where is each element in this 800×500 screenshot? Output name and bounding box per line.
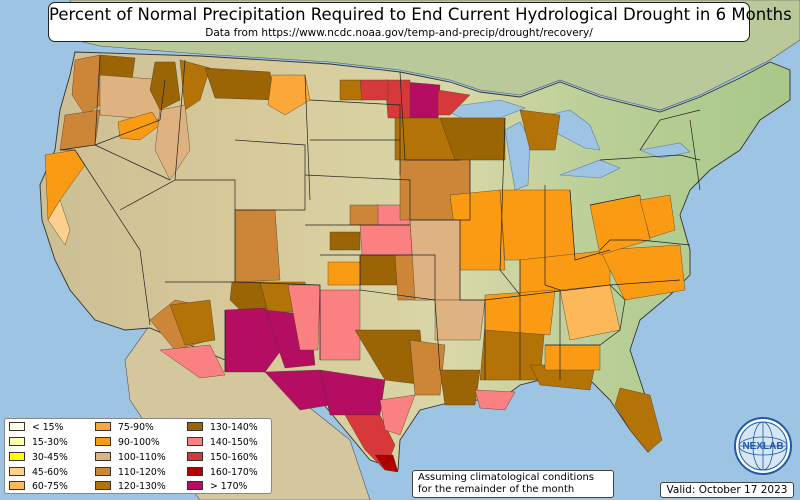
logo-text: NEXLAB [742, 441, 783, 452]
map-title: Percent of Normal Precipitation Required… [49, 5, 792, 24]
legend-item: < 15% [9, 422, 63, 434]
region-ks-west [327, 261, 361, 286]
region-tx-border [374, 454, 399, 473]
region-md [639, 194, 676, 239]
assumption-note: Assuming climatological conditions for t… [412, 470, 614, 498]
region-ar [434, 299, 486, 341]
legend-label: 130-140% [210, 422, 258, 433]
globe-logo-icon: NEXLAB [734, 417, 792, 475]
legend-item: 110-120% [95, 467, 166, 479]
legend-item: 60-75% [9, 481, 68, 493]
legend-label: 140-150% [210, 437, 258, 448]
region-mn-ne [437, 89, 471, 116]
legend-swatch [187, 467, 203, 476]
region-tx-panhandle [319, 289, 361, 361]
legend-label: 30-45% [32, 452, 68, 463]
legend-swatch [95, 467, 111, 476]
legend-swatch [95, 437, 111, 446]
note-line-2: for the remainder of the month [418, 484, 575, 495]
region-ca-coast [47, 199, 71, 246]
great-lakes [438, 99, 691, 191]
legend-item: 15-30% [9, 437, 68, 449]
legend-item: 150-160% [187, 452, 258, 464]
note-line-1: Assuming climatological conditions [418, 472, 594, 483]
region-ga-south [544, 344, 601, 371]
drought-regions [44, 54, 686, 473]
region-la-coast [474, 389, 516, 411]
legend-swatch [9, 437, 25, 446]
legend-swatch [9, 481, 25, 490]
region-mn-north [404, 81, 441, 121]
legend-label: 110-120% [118, 467, 166, 478]
region-co [234, 209, 281, 283]
legend-item: 160-170% [187, 467, 258, 479]
legend-swatch [187, 437, 203, 446]
legend-item: 120-130% [95, 481, 166, 493]
region-mi [519, 109, 561, 151]
region-ok [359, 254, 401, 286]
region-wi [439, 117, 506, 161]
legend-swatch [95, 481, 111, 490]
legend-swatch [187, 481, 203, 490]
region-mn-east [384, 79, 411, 119]
legend-label: 120-130% [118, 481, 166, 492]
state-boundaries [59, 55, 701, 380]
legend-label: 160-170% [210, 467, 258, 478]
region-mt-north [204, 67, 276, 101]
legend-label: > 170% [210, 481, 248, 492]
region-in-oh [499, 189, 576, 261]
legend-item: 45-60% [9, 467, 68, 479]
region-tx-gulf [409, 339, 446, 396]
region-fl-peninsula [614, 387, 663, 453]
region-nd [339, 79, 363, 101]
region-nd-ne [359, 79, 389, 101]
legend-swatch [9, 422, 25, 431]
region-ga [559, 284, 621, 341]
legend-swatch [95, 422, 111, 431]
region-nm-ne [287, 284, 321, 351]
legend-swatch [9, 452, 25, 461]
legend-item: 140-150% [187, 437, 258, 449]
legend-label: 100-110% [118, 452, 166, 463]
legend-item: 100-110% [95, 452, 166, 464]
legend-swatch [187, 422, 203, 431]
legend-label: 90-100% [118, 437, 160, 448]
legend-label: 150-160% [210, 452, 258, 463]
region-mt-west [179, 59, 211, 111]
region-ca-north [44, 149, 86, 221]
legend-item: > 170% [187, 481, 247, 493]
legend-label: < 15% [32, 422, 64, 433]
region-ks-north [329, 231, 361, 251]
map-subtitle: Data from https://www.ncdc.noaa.gov/temp… [205, 27, 593, 39]
region-sc-nc [599, 244, 686, 301]
region-la [439, 369, 481, 406]
valid-date: Valid: October 17 2023 [660, 482, 794, 498]
legend-label: 75-90% [118, 422, 154, 433]
legend: < 15% 15-30% 30-45% 45-60% 60-75% 75-90% 90-10… [4, 418, 272, 494]
region-ne-brown [349, 204, 379, 226]
title-box: Percent of Normal Precipitation Required… [48, 2, 792, 42]
legend-label: 15-30% [32, 437, 68, 448]
legend-item: 75-90% [95, 422, 154, 434]
legend-item: 30-45% [9, 452, 68, 464]
legend-item: 130-140% [187, 422, 258, 434]
legend-item: 90-100% [95, 437, 160, 449]
region-or-west [59, 109, 101, 151]
legend-swatch [187, 452, 203, 461]
region-tx-coast [379, 394, 416, 436]
legend-swatch [9, 467, 25, 476]
region-az-pink [159, 344, 226, 379]
region-mt-east [267, 74, 311, 116]
region-id-north [149, 61, 181, 111]
legend-label: 45-60% [32, 467, 68, 478]
legend-swatch [95, 452, 111, 461]
legend-label: 60-75% [32, 481, 68, 492]
region-az-south [169, 299, 216, 346]
